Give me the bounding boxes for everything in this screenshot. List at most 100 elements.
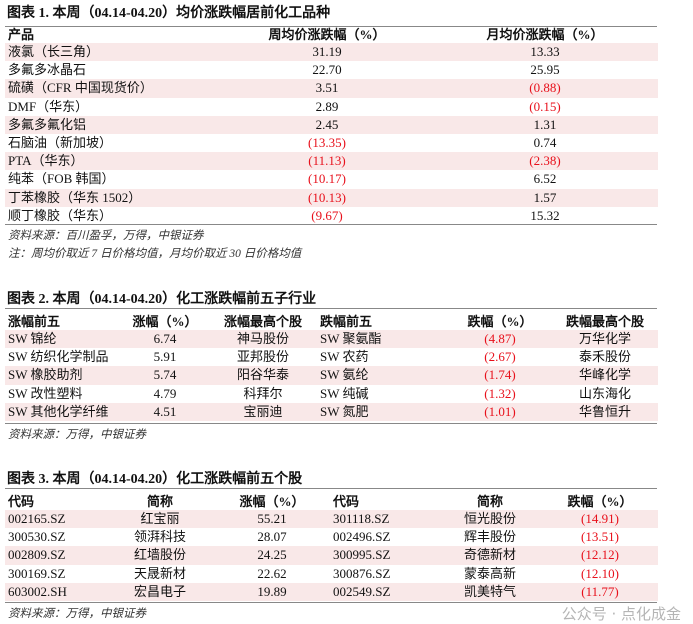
table-cell: 顺丁橡胶（华东） — [8, 207, 113, 223]
table-cell: 5.91 — [153, 349, 177, 365]
table-row: SW 改性塑料 4.79 科拜尔 SW 纯碱 (1.32) 山东海化 — [5, 385, 658, 403]
header-row: 代码 简称 涨幅（%） 代码 简称 跌幅（%） — [5, 493, 658, 510]
table3-title: 图表 3. 本周（04.14-04.20）化工涨跌幅前五个股 — [7, 472, 303, 487]
table-cell: 红宝丽 — [140, 511, 180, 526]
table-cell: 领湃科技 — [133, 529, 187, 545]
table2-top-rule — [5, 308, 657, 309]
table-cell: (2.38) — [529, 153, 561, 169]
table-cell: 亚邦股份 — [236, 349, 290, 365]
column-header: 涨幅（%） — [132, 314, 198, 329]
table-cell: 宏昌电子 — [133, 583, 187, 599]
table-cell: SW 橡胶助剂 — [8, 367, 83, 383]
table1-source: 资料来源：百川盈孚，万得，中银证券 — [8, 230, 204, 242]
table-row: 顺丁橡胶（华东） (9.67) 15.32 — [5, 207, 658, 225]
table-row: 多氟多冰晶石 22.70 25.95 — [5, 61, 658, 79]
watermark: 公众号 · 点化成金 — [561, 605, 681, 623]
table3-bottom-rule — [5, 602, 657, 603]
table3: 代码 简称 涨幅（%） 代码 简称 跌幅（%） 002165.SZ 红宝丽 55.21 30111… — [5, 493, 658, 601]
table-cell: 恒光股份 — [463, 511, 517, 526]
column-header: 涨幅（%） — [239, 494, 305, 509]
table-cell: 奇德新材 — [463, 547, 517, 563]
table-row: 603002.SH 宏昌电子 19.89 002549.SZ 凯美特气 (11.77) — [5, 582, 658, 601]
table-cell: 1.57 — [533, 189, 557, 205]
table-cell: SW 其他化学纤维 — [8, 403, 109, 419]
table-row: DMF（华东） 2.89 (0.15) — [5, 98, 658, 116]
table-cell: 泰禾股份 — [578, 349, 632, 365]
table-row: SW 纺织化学制品 5.91 亚邦股份 SW 农药 (2.67) 泰禾股份 — [5, 348, 658, 366]
table-cell: 25.95 — [530, 62, 560, 78]
table-cell: 31.19 — [312, 44, 342, 59]
column-header: 简称 — [476, 494, 504, 509]
column-header: 跌幅（%） — [567, 494, 633, 509]
table-cell: 2.89 — [315, 98, 339, 114]
table3-top-rule — [5, 488, 657, 489]
table3-source: 资料来源：万得，中银证券 — [8, 608, 146, 620]
table-cell: (1.01) — [484, 403, 516, 419]
table1-bottom-rule — [5, 224, 657, 225]
table-cell: 多氟多冰晶石 — [8, 62, 87, 78]
table1: 产品 周均价涨跌幅（%） 月均价涨跌幅（%） 液氯（长三角） 31.19 13.33 多氟多… — [5, 26, 658, 225]
table-cell: (1.74) — [484, 367, 516, 383]
table-cell: 万华化学 — [578, 331, 632, 346]
table-cell: 宝丽迪 — [243, 403, 283, 419]
table-row: 丁苯橡胶（华东 1502） (10.13) 1.57 — [5, 188, 658, 207]
header-row: 产品 周均价涨跌幅（%） 月均价涨跌幅（%） — [5, 26, 658, 43]
table-cell: 22.62 — [257, 565, 287, 581]
table-row: 多氟多氟化铝 2.45 1.31 — [5, 115, 658, 134]
table-row: 300169.SZ 天晟新材 22.62 300876.SZ 蒙泰高新 (12.10) — [5, 565, 658, 583]
table-cell: 13.33 — [530, 44, 560, 59]
table-row: SW 其他化学纤维 4.51 宝丽迪 SW 氮肥 (1.01) 华鲁恒升 — [5, 402, 658, 421]
table-cell: 55.21 — [257, 511, 287, 526]
table-cell: 天晟新材 — [133, 565, 187, 581]
table-row: 石脑油（新加坡） (13.35) 0.74 — [5, 134, 658, 152]
table-cell: SW 聚氨酯 — [320, 331, 382, 346]
table-cell: 1.31 — [533, 116, 557, 132]
table-cell: 纯苯（FOB 韩国） — [8, 171, 115, 187]
table-cell: 6.74 — [153, 331, 177, 346]
table-cell: (1.32) — [484, 385, 516, 401]
table-cell: (11.13) — [308, 153, 346, 169]
table-cell: 002549.SZ — [333, 583, 391, 599]
table-cell: 5.74 — [153, 367, 177, 383]
header-row: 涨幅前五 涨幅（%） 涨幅最高个股 跌幅前五 跌幅（%） 跌幅最高个股 — [5, 313, 658, 330]
table2-title: 图表 2. 本周（04.14-04.20）化工涨跌幅前五子行业 — [7, 292, 317, 307]
table-cell: 硫磺（CFR 中国现货价） — [8, 80, 153, 96]
column-header: 涨幅前五 — [8, 314, 61, 329]
table-cell: 多氟多氟化铝 — [8, 116, 87, 132]
table-cell: 0.74 — [533, 134, 557, 150]
table-cell: (13.51) — [581, 529, 619, 545]
table-cell: 4.79 — [153, 385, 177, 401]
table-cell: (11.77) — [581, 583, 619, 599]
table-cell: 28.07 — [257, 529, 287, 545]
column-header: 月均价涨跌幅（%） — [486, 27, 604, 42]
column-header: 跌幅（%） — [467, 314, 533, 329]
table1-title: 图表 1. 本周（04.14-04.20）均价涨跌幅居前化工品种 — [7, 6, 331, 21]
table-cell: 15.32 — [530, 207, 560, 223]
column-header: 简称 — [146, 494, 174, 509]
table-row: 002165.SZ 红宝丽 55.21 301118.SZ 恒光股份 (14.91) — [5, 510, 658, 529]
table-cell: (13.35) — [308, 134, 346, 150]
table-cell: 神马股份 — [236, 331, 290, 346]
table-cell: 002496.SZ — [333, 529, 391, 545]
table-cell: 红墙股份 — [133, 547, 187, 563]
table-cell: 300169.SZ — [8, 565, 66, 581]
table-cell: 002809.SZ — [8, 547, 66, 563]
table-cell: 24.25 — [257, 547, 287, 563]
table-cell: DMF（华东） — [8, 98, 89, 114]
table-cell: SW 氮肥 — [320, 403, 369, 419]
table-row: SW 锦纶 6.74 神马股份 SW 聚氨酯 (4.87) 万华化学 — [5, 330, 658, 349]
table-cell: (2.67) — [484, 349, 516, 365]
table-cell: SW 锦纶 — [8, 331, 57, 346]
table-cell: SW 氨纶 — [320, 367, 369, 383]
table-cell: 石脑油（新加坡） — [8, 134, 113, 150]
table-row: 300530.SZ 领湃科技 28.07 002496.SZ 辉丰股份 (13.51) — [5, 528, 658, 546]
table-cell: 丁苯橡胶（华东 1502） — [8, 189, 142, 205]
table-cell: (0.88) — [529, 80, 561, 96]
table-cell: PTA（华东） — [8, 153, 84, 169]
table-cell: 002165.SZ — [8, 511, 66, 526]
table-cell: SW 农药 — [320, 349, 369, 365]
table-cell: 山东海化 — [578, 385, 632, 401]
table-cell: 液氯（长三角） — [8, 44, 100, 59]
table-row: 硫磺（CFR 中国现货价） 3.51 (0.88) — [5, 79, 658, 98]
column-header: 涨幅最高个股 — [223, 314, 303, 329]
